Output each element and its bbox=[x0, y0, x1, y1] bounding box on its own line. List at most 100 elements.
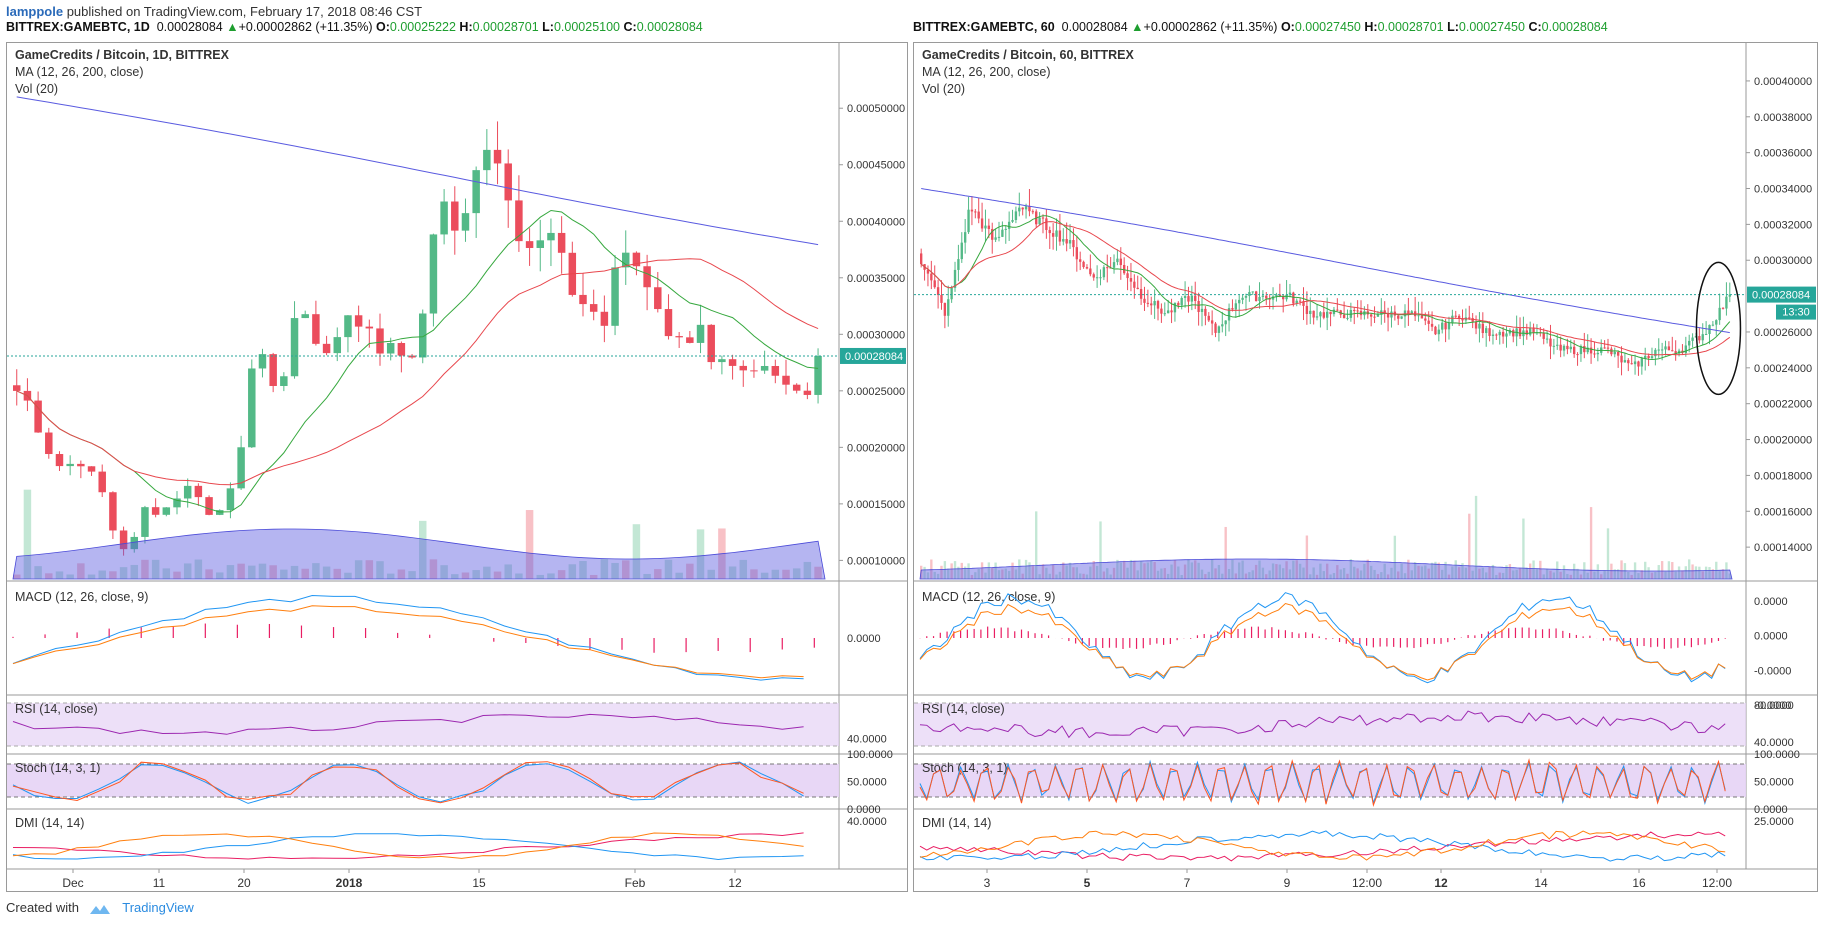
left-candle bbox=[664, 309, 673, 337]
right-candle bbox=[1075, 247, 1079, 260]
right-volume-bar bbox=[1055, 574, 1058, 579]
left-y-tick-label: 0.00050000 bbox=[847, 103, 905, 115]
right-chart-panel[interactable]: 0.00040000 0.00038000 0.00036000 0.00034000… bbox=[913, 42, 1818, 892]
left-x-tick-label: Feb bbox=[625, 876, 646, 890]
right-volume-bar bbox=[1028, 562, 1031, 579]
right-volume-bar bbox=[1278, 564, 1282, 579]
right-volume-bar bbox=[1261, 567, 1265, 579]
left-macd-label: MACD (12, 26, close, 9) bbox=[15, 590, 148, 604]
right-y-tick-label: 0.00024000 bbox=[1754, 363, 1812, 375]
right-candle bbox=[1451, 315, 1454, 323]
right-candle bbox=[1369, 314, 1373, 317]
left-volume-bar bbox=[579, 561, 587, 579]
tradingview-link[interactable]: TradingView bbox=[122, 900, 194, 915]
left-chart-panel[interactable]: 0.00050000 0.00045000 0.00040000 0.00035000… bbox=[6, 42, 908, 892]
left-low: 0.00025100 bbox=[553, 20, 621, 34]
right-volume-bar bbox=[1292, 560, 1295, 579]
right-candle bbox=[1048, 230, 1051, 234]
right-candle bbox=[1001, 229, 1004, 237]
right-volume-bar bbox=[980, 562, 984, 579]
right-volume-bar bbox=[1474, 495, 1478, 579]
right-volume-bar bbox=[1079, 573, 1082, 579]
right-chart-svg[interactable]: 0.00040000 0.00038000 0.00036000 0.00034000… bbox=[914, 43, 1817, 891]
right-macd-tick: 0.0000 bbox=[1754, 631, 1788, 643]
right-volume-bar bbox=[1572, 563, 1576, 579]
right-volume-bar bbox=[1583, 562, 1586, 579]
right-volume-bar bbox=[1183, 564, 1187, 579]
left-volume-bar bbox=[66, 574, 74, 579]
left-candle bbox=[386, 343, 395, 354]
right-volume-bar bbox=[930, 559, 933, 579]
right-candle bbox=[1153, 301, 1156, 306]
left-legend-0: GameCredits / Bitcoin, 1D, BITTREX bbox=[15, 48, 230, 62]
left-candle bbox=[109, 492, 117, 531]
right-volume-bar bbox=[950, 563, 953, 579]
left-volume-bar bbox=[226, 565, 235, 579]
right-volume-bar bbox=[1332, 573, 1336, 579]
right-candle bbox=[1572, 346, 1576, 355]
left-last: 0.00028084 bbox=[156, 20, 223, 34]
right-volume-bar bbox=[1586, 572, 1589, 579]
right-volume-bar bbox=[1282, 568, 1285, 579]
right-volume-bar bbox=[1630, 574, 1633, 579]
right-volume-bar bbox=[1099, 521, 1102, 579]
left-candle bbox=[589, 304, 598, 312]
right-volume-bar bbox=[1177, 566, 1180, 579]
left-candle bbox=[472, 170, 480, 214]
right-candle bbox=[1295, 300, 1298, 304]
right-volume-bar bbox=[1417, 565, 1420, 579]
right-volume-bar bbox=[1295, 560, 1298, 579]
right-volume-bar bbox=[1522, 518, 1525, 579]
left-candle bbox=[547, 232, 555, 241]
left-volume-bar bbox=[13, 574, 21, 579]
left-candle bbox=[803, 390, 812, 395]
left-chart-svg[interactable]: 0.00050000 0.00045000 0.00040000 0.00035000… bbox=[7, 43, 907, 891]
right-candle bbox=[1123, 265, 1126, 274]
right-candle bbox=[1664, 346, 1667, 350]
left-rsi-band bbox=[7, 703, 839, 746]
right-candle bbox=[994, 237, 997, 240]
right-volume-bar bbox=[1305, 535, 1309, 579]
right-candle bbox=[1082, 261, 1085, 268]
right-dmi-line-2 bbox=[919, 830, 1726, 861]
right-volume-bar bbox=[1488, 566, 1491, 579]
right-candle bbox=[1102, 267, 1106, 278]
left-volume-bar bbox=[376, 561, 384, 579]
left-price-tag-bg bbox=[840, 347, 906, 364]
right-volume-bar bbox=[1119, 562, 1122, 579]
left-y-tick-label: 0.00040000 bbox=[847, 216, 905, 228]
right-candle bbox=[1112, 262, 1116, 268]
right-volume-bar bbox=[1518, 568, 1522, 579]
right-candle bbox=[1410, 311, 1413, 315]
left-candle bbox=[707, 324, 715, 363]
right-candle bbox=[1031, 211, 1035, 213]
right-volume-bar bbox=[1045, 567, 1048, 579]
left-volume-bar bbox=[130, 564, 139, 579]
left-volume-bar bbox=[23, 489, 32, 579]
left-x-tick-label: 20 bbox=[237, 876, 251, 890]
right-candle bbox=[1441, 322, 1444, 330]
right-volume-bar bbox=[1322, 571, 1325, 579]
left-volume-bar bbox=[280, 569, 288, 579]
right-volume-bar bbox=[1593, 571, 1596, 579]
right-candle bbox=[1062, 239, 1065, 242]
author-link[interactable]: lamppole bbox=[6, 4, 64, 19]
right-candle bbox=[1525, 330, 1528, 335]
left-candle bbox=[696, 324, 705, 343]
right-candle bbox=[1671, 350, 1674, 352]
left-change: +0.00002862 (+11.35%) bbox=[238, 20, 373, 34]
right-volume-bar bbox=[1664, 571, 1667, 579]
right-candle bbox=[1505, 333, 1508, 337]
right-volume-bar bbox=[1640, 570, 1644, 579]
right-volume-bar bbox=[1254, 564, 1258, 579]
right-candle bbox=[1616, 352, 1620, 356]
right-volume-bar bbox=[1616, 569, 1620, 579]
right-open: 0.00027450 bbox=[1294, 20, 1361, 34]
right-dmi-label: DMI (14, 14) bbox=[922, 816, 991, 830]
right-candle bbox=[1529, 327, 1532, 335]
right-ohlc-header: BITTREX:GAMEBTC, 60 0.00028084 ▲+0.00002… bbox=[913, 20, 1608, 34]
right-candle bbox=[1704, 333, 1708, 335]
left-volume-bar bbox=[771, 569, 780, 579]
left-candle bbox=[376, 328, 384, 354]
right-low: 0.00027450 bbox=[1458, 20, 1525, 34]
